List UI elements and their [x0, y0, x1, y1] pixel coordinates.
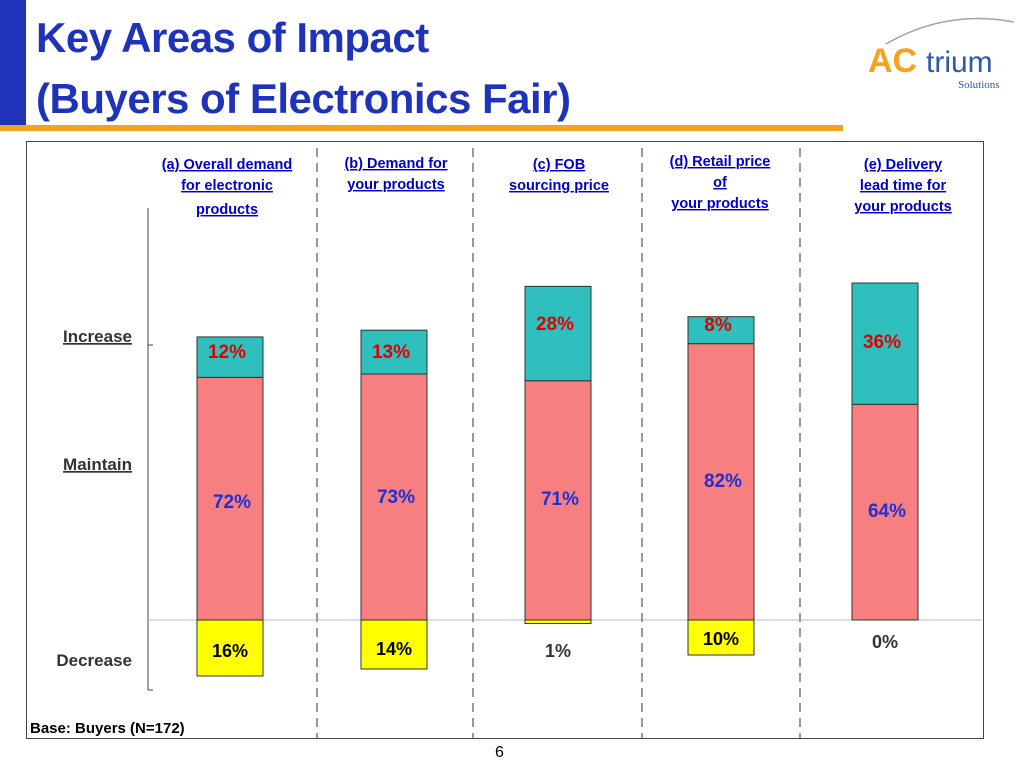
category-header-2-line-0: (c) FOB [533, 157, 585, 173]
bar-maintain-4 [851, 403, 919, 621]
category-header-3-line-2: your products [671, 196, 768, 212]
bar-decrease-1 [360, 619, 428, 670]
category-header-1-line-0: (b) Demand for [344, 156, 447, 172]
bar-increase-1 [360, 329, 428, 375]
title-side-bar [0, 0, 26, 127]
data-label-increase-0: 12% [208, 342, 246, 363]
data-label-maintain-4: 64% [868, 501, 906, 522]
bar-increase-2 [524, 285, 592, 382]
bar-maintain-0 [196, 376, 264, 621]
bar-increase-4 [851, 282, 919, 405]
chart-frame [26, 141, 984, 739]
logo-text-ac: AC [868, 42, 917, 80]
row-label-increase: Increase [63, 327, 132, 346]
data-label-maintain-0: 72% [213, 492, 251, 513]
data-label-decrease-0: 16% [212, 641, 248, 661]
row-label-maintain: Maintain [63, 455, 132, 474]
data-label-decrease-1: 14% [376, 639, 412, 659]
row-label-decrease: Decrease [56, 651, 132, 670]
bar-maintain-3 [687, 343, 755, 621]
category-header-0-line-2: products [196, 202, 258, 218]
data-label-decrease-2: 1% [545, 641, 571, 661]
base-note: Base: Buyers (N=172) [30, 720, 185, 737]
logo-swoosh-icon [885, 17, 1015, 45]
category-header-1-line-1: your products [347, 177, 444, 193]
data-label-maintain-2: 71% [541, 489, 579, 510]
bar-increase-3 [687, 316, 755, 345]
logo-text-trium: trium [926, 46, 993, 79]
data-label-increase-2: 28% [536, 314, 574, 335]
data-label-increase-3: 8% [704, 315, 732, 336]
data-label-decrease-3: 10% [703, 629, 739, 649]
bar-decrease-3 [687, 619, 755, 656]
category-header-0-line-0: (a) Overall demand [162, 157, 293, 173]
slide-title-line-2: (Buyers of Electronics Fair) [36, 75, 571, 122]
data-label-increase-1: 13% [372, 342, 410, 363]
bar-maintain-2 [524, 380, 592, 621]
bar-decrease-2 [524, 619, 592, 624]
bar-decrease-0 [196, 619, 264, 677]
bar-increase-0 [196, 336, 264, 378]
data-label-maintain-1: 73% [377, 487, 415, 508]
logo-text-solutions: Solutions [958, 79, 1000, 91]
category-header-4-line-1: lead time for [860, 178, 947, 194]
category-header-4-line-2: your products [854, 199, 951, 215]
actrium-logo: AC trium Solutions [868, 17, 1015, 91]
data-label-increase-4: 36% [863, 332, 901, 353]
title-underline-rule [0, 125, 843, 131]
category-header-4-line-0: (e) Delivery [864, 157, 942, 173]
data-label-maintain-3: 82% [704, 471, 742, 492]
category-header-2-line-1: sourcing price [509, 178, 609, 194]
category-header-3-line-0: (d) Retail price [670, 154, 771, 170]
slide-title-line-1: Key Areas of Impact [36, 14, 429, 61]
data-label-decrease-4: 0% [872, 632, 898, 652]
page-number: 6 [495, 744, 504, 761]
category-header-3-line-1: of [713, 175, 727, 191]
category-header-0-line-1: for electronic [181, 178, 273, 194]
bar-maintain-1 [360, 373, 428, 621]
